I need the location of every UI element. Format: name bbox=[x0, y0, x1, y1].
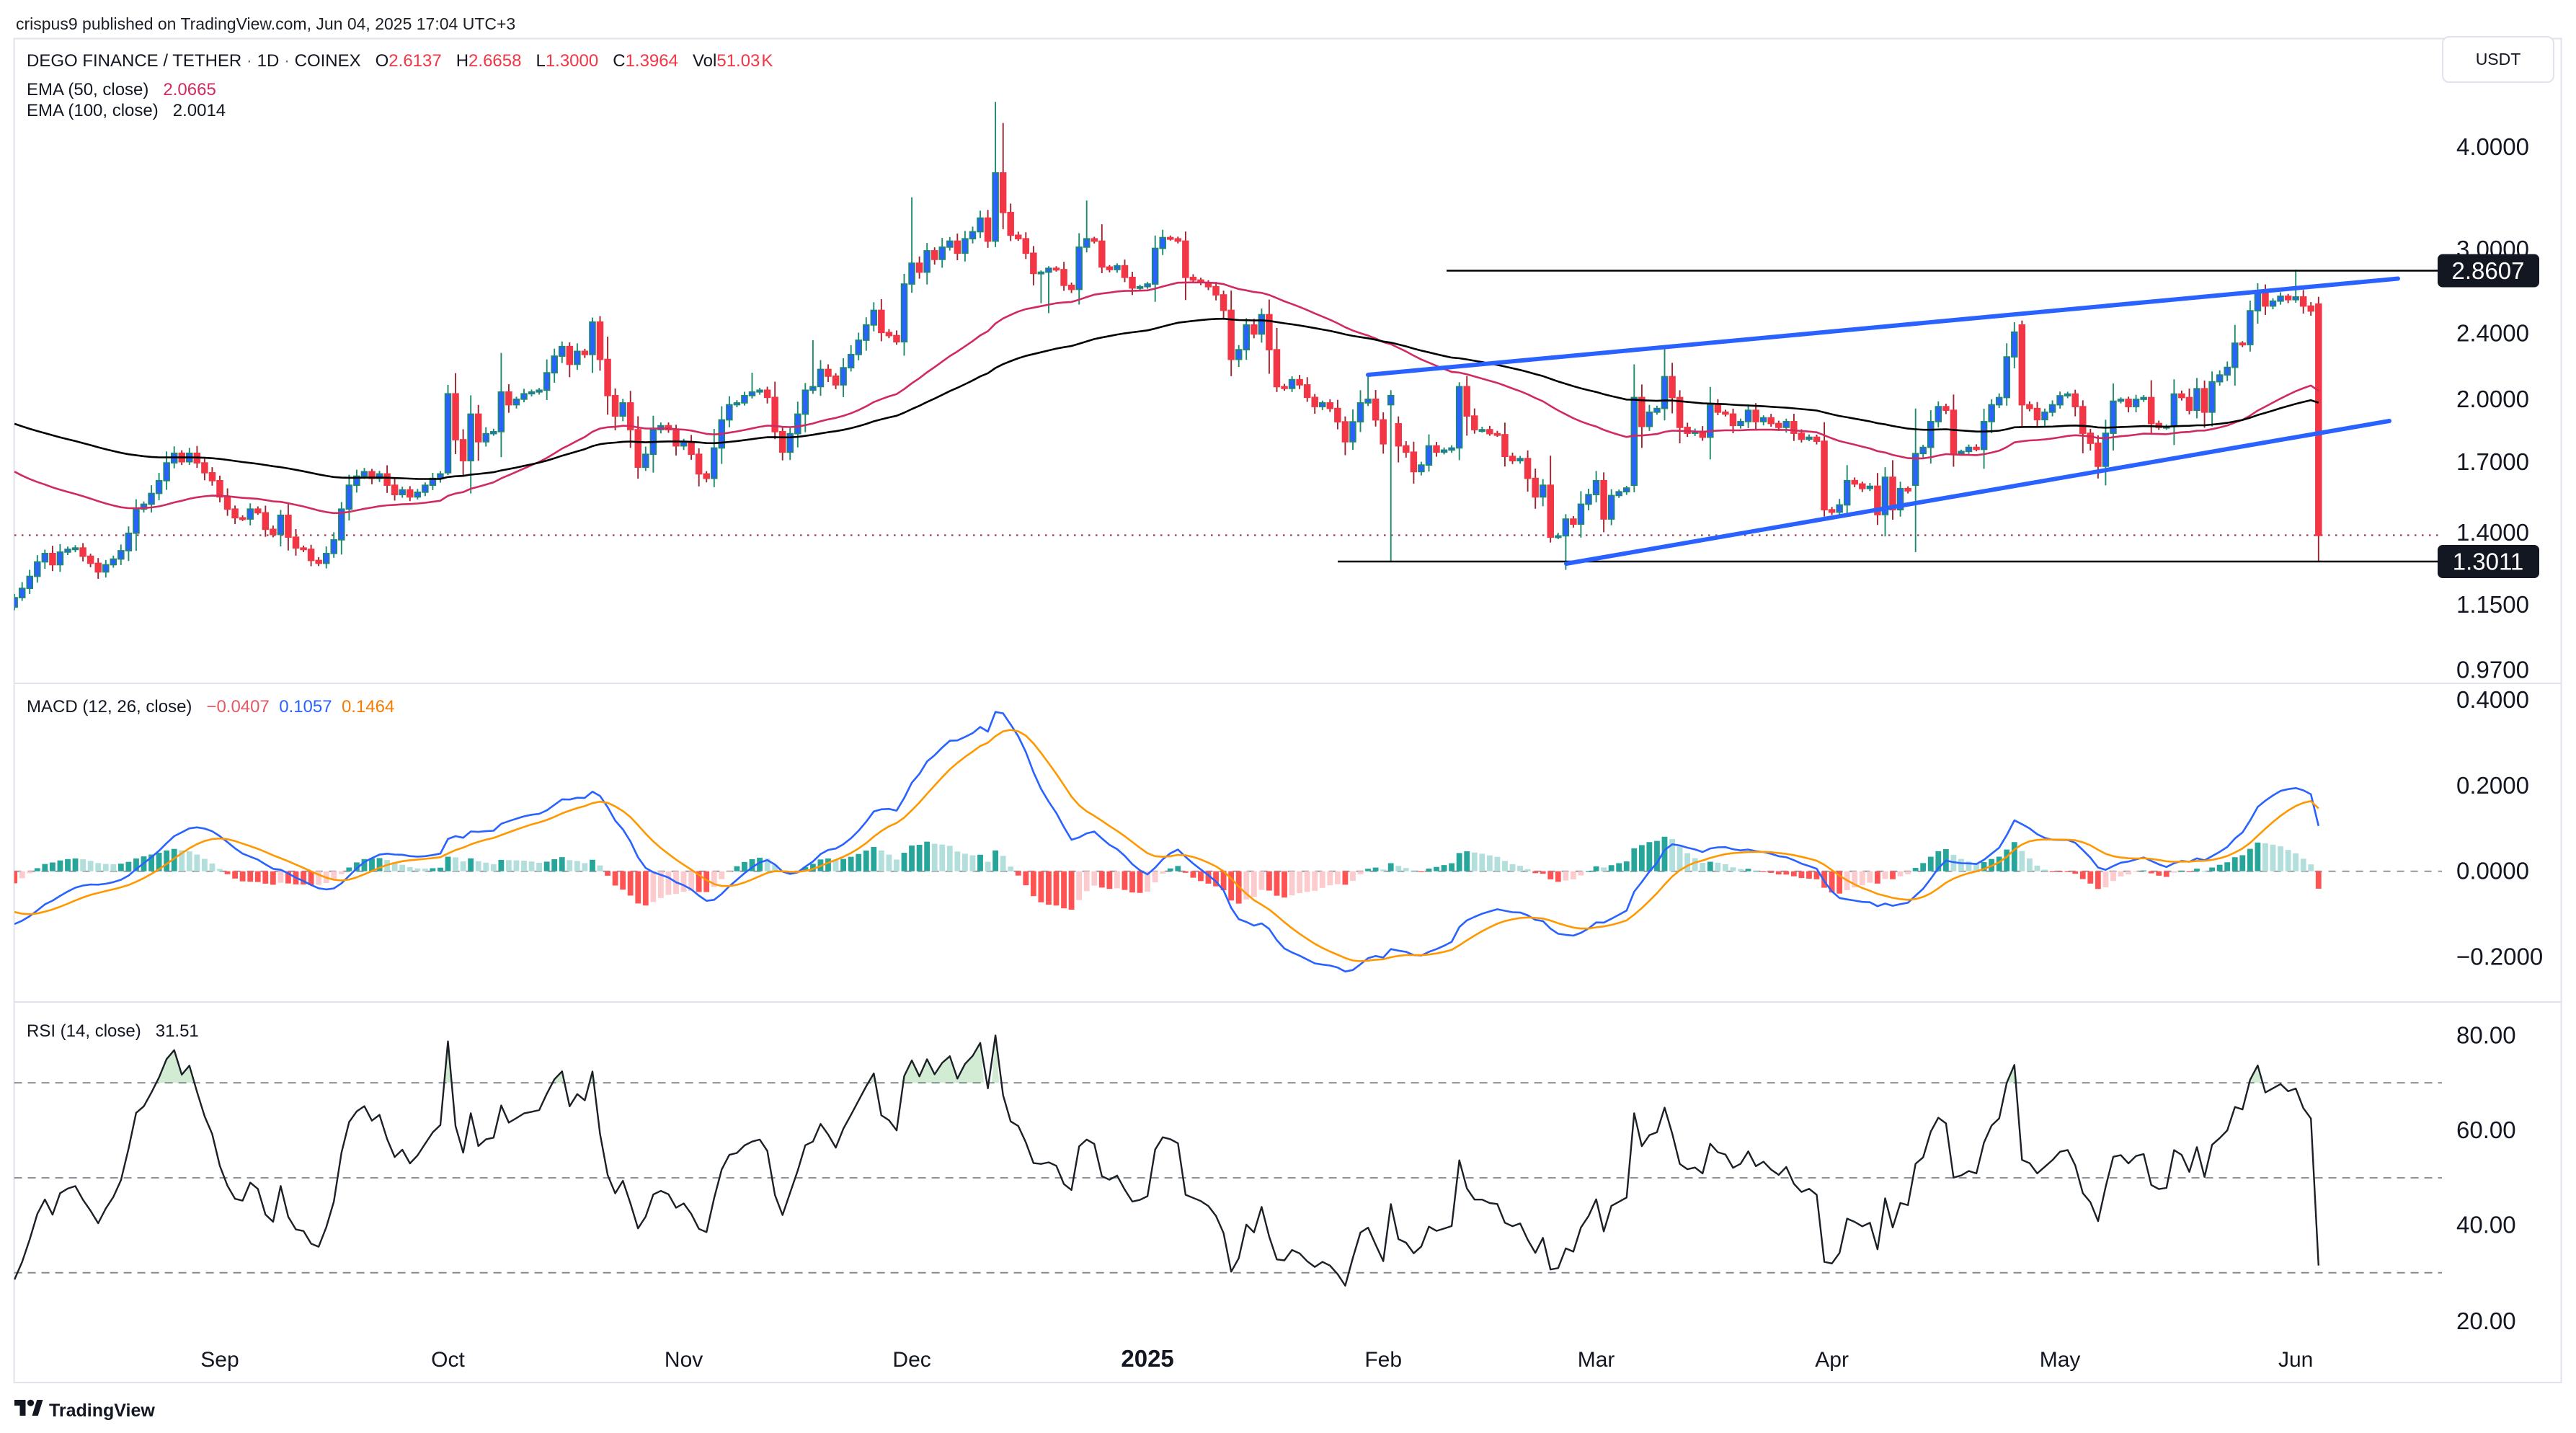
svg-text:0.0000: 0.0000 bbox=[2456, 858, 2529, 884]
svg-text:2025: 2025 bbox=[1121, 1345, 1173, 1372]
svg-text:USDT: USDT bbox=[2476, 50, 2521, 68]
svg-text:Jun: Jun bbox=[2278, 1348, 2313, 1372]
svg-text:40.00: 40.00 bbox=[2456, 1212, 2516, 1238]
svg-text:May: May bbox=[2040, 1348, 2081, 1372]
svg-text:crispus9 published on TradingV: crispus9 published on TradingView.com, J… bbox=[16, 14, 515, 33]
svg-text:Apr: Apr bbox=[1815, 1348, 1849, 1372]
svg-text:1.4000: 1.4000 bbox=[2456, 519, 2529, 546]
svg-text:EMA (50, close) 2.0665: EMA (50, close) 2.0665 bbox=[27, 80, 216, 99]
svg-text:Mar: Mar bbox=[1578, 1348, 1615, 1372]
svg-text:20.00: 20.00 bbox=[2456, 1308, 2516, 1334]
svg-text:0.2000: 0.2000 bbox=[2456, 772, 2529, 799]
svg-text:DEGO FINANCE / TETHER · 1D · C: DEGO FINANCE / TETHER · 1D · COINEX O2.6… bbox=[27, 51, 773, 71]
svg-text:1.1500: 1.1500 bbox=[2456, 591, 2529, 618]
svg-text:1.7000: 1.7000 bbox=[2456, 448, 2529, 475]
svg-text:4.0000: 4.0000 bbox=[2456, 133, 2529, 160]
svg-text:0.9700: 0.9700 bbox=[2456, 657, 2529, 683]
svg-text:60.00: 60.00 bbox=[2456, 1117, 2516, 1143]
svg-text:2.0000: 2.0000 bbox=[2456, 386, 2529, 412]
svg-text:MACD (12, 26, close) −0.0407: MACD (12, 26, close) −0.0407 0.1057 0.14… bbox=[27, 697, 394, 716]
svg-text:−0.2000: −0.2000 bbox=[2456, 944, 2543, 970]
svg-text:TradingView: TradingView bbox=[49, 1401, 155, 1421]
svg-text:Sep: Sep bbox=[200, 1348, 239, 1372]
svg-text:Dec: Dec bbox=[892, 1348, 931, 1372]
svg-text:0.4000: 0.4000 bbox=[2456, 686, 2529, 713]
svg-text:2.8607: 2.8607 bbox=[2452, 257, 2525, 284]
svg-text:EMA (100, close) 2.0014: EMA (100, close) 2.0014 bbox=[27, 101, 226, 120]
svg-text:RSI (14, close) 31.51: RSI (14, close) 31.51 bbox=[27, 1021, 199, 1041]
svg-text:80.00: 80.00 bbox=[2456, 1021, 2516, 1048]
svg-text:Feb: Feb bbox=[1364, 1348, 1402, 1372]
svg-text:Nov: Nov bbox=[665, 1348, 703, 1372]
svg-text:2.4000: 2.4000 bbox=[2456, 320, 2529, 347]
svg-text:1.3011: 1.3011 bbox=[2453, 549, 2523, 575]
svg-text:Oct: Oct bbox=[431, 1348, 465, 1372]
